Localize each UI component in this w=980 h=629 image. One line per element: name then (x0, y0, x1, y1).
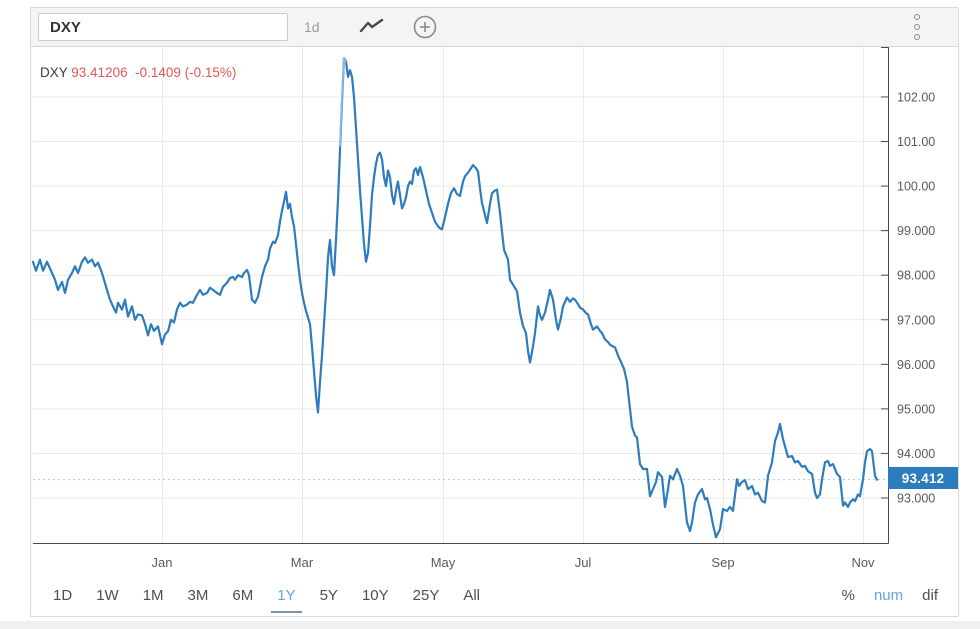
x-axis-label: Jan (152, 555, 173, 570)
range-button-1w[interactable]: 1W (96, 586, 119, 604)
y-axis-label: 100.00 (897, 180, 935, 194)
range-button-1d[interactable]: 1D (53, 586, 73, 604)
add-compare-icon[interactable] (412, 14, 438, 40)
chart-widget: 1d 102.00 101.00 100.00 99.000 98.000 97.000 9… (30, 7, 959, 617)
y-axis-label: 97.000 (897, 313, 935, 327)
y-axis-label: 96.000 (897, 358, 935, 372)
scale-mode-buttons: % num dif (823, 587, 938, 604)
y-axis-label: 95.000 (897, 402, 935, 416)
y-axis-label: 102.00 (897, 90, 935, 104)
x-axis-label: Mar (291, 555, 314, 570)
legend-price: 93.41206 (71, 65, 128, 80)
y-axis-label: 101.00 (897, 135, 935, 149)
scale-mode-percent[interactable]: % (841, 586, 855, 604)
interval-selector[interactable]: 1d (304, 19, 320, 35)
scale-mode-num[interactable]: num (873, 586, 904, 604)
chart-toolbar: 1d (31, 8, 958, 47)
range-button-all[interactable]: All (463, 586, 481, 604)
price-chart-canvas[interactable]: 102.00 101.00 100.00 99.000 98.000 97.000 96.0… (31, 47, 958, 570)
page-bottom-strip (0, 621, 980, 629)
range-button-1m[interactable]: 1M (142, 586, 164, 604)
legend-change: -0.1409 (-0.15%) (135, 65, 237, 80)
range-buttons: 1D 1W 1M 3M 6M 1Y 5Y 10Y 25Y All (52, 574, 503, 616)
price-line-peak-highlight (339, 57, 347, 147)
range-button-25y[interactable]: 25Y (412, 586, 440, 604)
range-button-1y[interactable]: 1Y (271, 574, 303, 616)
y-axis-label: 99.000 (897, 224, 935, 238)
range-button-3m[interactable]: 3M (187, 586, 209, 604)
range-button-10y[interactable]: 10Y (361, 586, 389, 604)
range-button-6m[interactable]: 6M (232, 586, 254, 604)
x-axis-label: Nov (851, 555, 875, 570)
range-selector-row: 1D 1W 1M 3M 6M 1Y 5Y 10Y 25Y All % num dif (31, 574, 958, 616)
x-axis-label: May (431, 555, 456, 570)
y-axis-label: 98.000 (897, 269, 935, 283)
line-chart-icon[interactable] (358, 18, 386, 36)
kebab-menu-icon[interactable] (910, 10, 924, 44)
y-axis-label: 93.000 (897, 492, 935, 506)
legend-symbol: DXY (40, 65, 68, 80)
range-button-5y[interactable]: 5Y (319, 586, 338, 604)
chart-legend: DXY 93.41206 -0.1409 (-0.15%) (40, 65, 236, 80)
price-line-series (31, 57, 879, 539)
scale-mode-dif[interactable]: dif (922, 586, 938, 604)
chart-area[interactable]: 102.00 101.00 100.00 99.000 98.000 97.000 96.0… (31, 47, 958, 570)
y-axis-label: 94.000 (897, 447, 935, 461)
symbol-input[interactable] (38, 13, 288, 41)
last-price-badge: 93.412 (888, 467, 958, 489)
x-axis-label: Jul (575, 555, 592, 570)
x-axis-label: Sep (711, 555, 734, 570)
